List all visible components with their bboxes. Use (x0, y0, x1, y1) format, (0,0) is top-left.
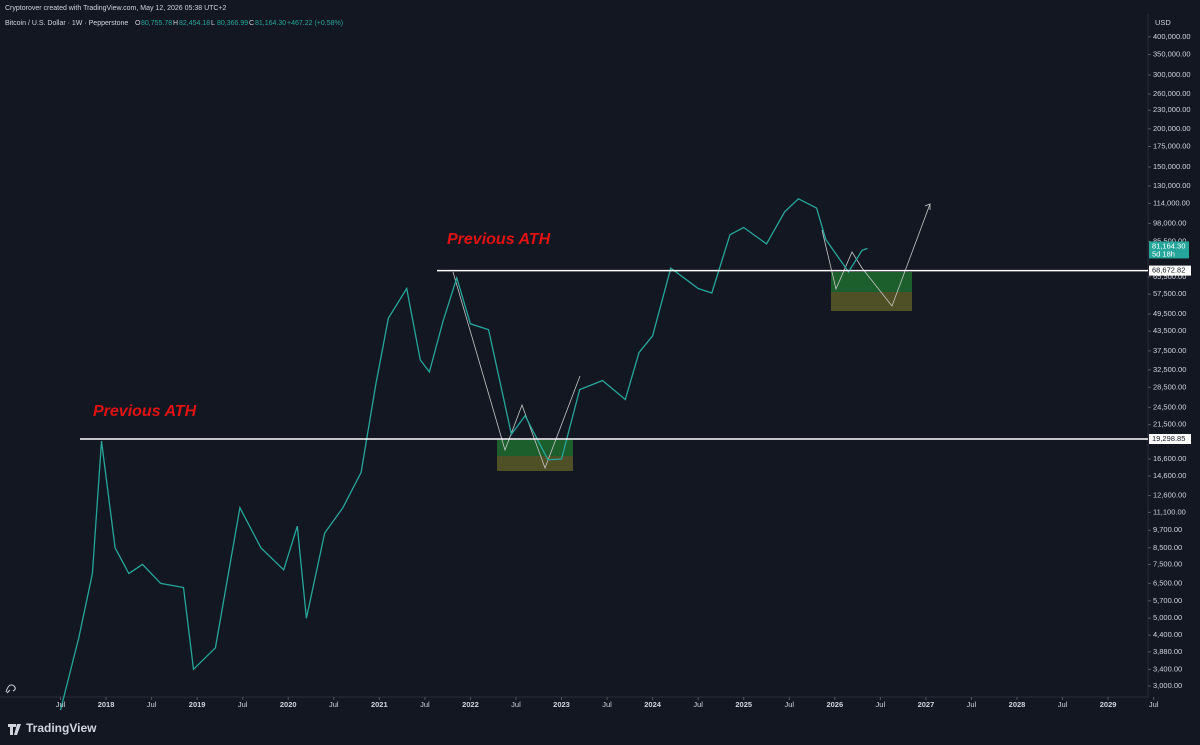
y-tick-label: 7,500.00 (1153, 559, 1182, 568)
y-tick-label: 200,000.00 (1153, 124, 1191, 133)
header-text: H (173, 20, 178, 27)
y-tick-label: 9,700.00 (1153, 525, 1182, 534)
last-price-bg (1149, 241, 1189, 259)
x-tick-label: 2025 (735, 700, 752, 709)
y-tick-label: 65,500.00 (1153, 272, 1186, 281)
brand: TradingView (26, 721, 97, 735)
x-tick-label: 2022 (462, 700, 479, 709)
annotation: Previous ATH (93, 403, 197, 420)
y-tick-label: 28,500.00 (1153, 382, 1186, 391)
header-text: 81,164.30 (255, 20, 286, 27)
projection-path (821, 203, 931, 307)
level-label: 68,672.82 (1152, 266, 1185, 275)
x-tick-label: Jul (147, 700, 157, 709)
last-price-label: 81,164.30 (1152, 241, 1185, 250)
y-tick-label: 8,500.00 (1153, 543, 1182, 552)
y-tick-label: 21,500.00 (1153, 420, 1186, 429)
level-label: 19,298.85 (1152, 434, 1185, 443)
y-tick-label: 5,700.00 (1153, 596, 1182, 605)
x-tick-label: Jul (56, 700, 66, 709)
header-text: C (249, 20, 254, 27)
header-text: 80,755.78 (141, 20, 172, 27)
x-tick-label: Jul (602, 700, 612, 709)
y-tick-label: 3,880.00 (1153, 647, 1182, 656)
y-tick-label: 130,000.00 (1153, 181, 1191, 190)
x-tick-label: 2028 (1009, 700, 1026, 709)
header-text: Bitcoin / U.S. Dollar · 1W · Pepperstone (5, 20, 128, 27)
y-tick-label: 57,500.00 (1153, 289, 1186, 298)
x-tick-label: 2026 (826, 700, 843, 709)
y-tick-label: 400,000.00 (1153, 32, 1191, 41)
y-tick-label: 49,500.00 (1153, 309, 1186, 318)
header-text: 80,366.99 (217, 20, 248, 27)
x-tick-label: 2029 (1100, 700, 1117, 709)
plot (59, 198, 868, 711)
credit: Cryptorover created with TradingView.com… (5, 5, 227, 12)
header-text: 82,454.18 (179, 20, 210, 27)
x-tick-label: Jul (1149, 700, 1159, 709)
x-tick-label: Jul (1058, 700, 1068, 709)
y-tick-label: 175,000.00 (1153, 141, 1191, 150)
y-tick-label: 37,500.00 (1153, 346, 1186, 355)
x-tick-label: Jul (238, 700, 248, 709)
x-tick-label: Jul (876, 700, 886, 709)
x-tick-label: 2020 (280, 700, 297, 709)
y-tick-label: 6,500.00 (1153, 578, 1182, 587)
x-tick-label: Jul (693, 700, 703, 709)
level-label-bg (1149, 433, 1191, 444)
x-tick-label: 2023 (553, 700, 570, 709)
y-tick-label: 3,000.00 (1153, 681, 1182, 690)
drawing-tool-icon (5, 684, 16, 694)
arrow-head (924, 203, 931, 210)
y-tick-label: 16,600.00 (1153, 454, 1186, 463)
demand-zone (831, 272, 912, 292)
y-tick-label: 260,000.00 (1153, 89, 1191, 98)
y-tick-label: 98,000.00 (1153, 218, 1186, 227)
tv-logo (8, 724, 21, 735)
y-tick-label: 12,600.00 (1153, 491, 1186, 500)
y-tick-label: 14,600.00 (1153, 471, 1186, 480)
x-tick-label: 2018 (98, 700, 115, 709)
y-tick-label: 230,000.00 (1153, 105, 1191, 114)
x-tick-label: Jul (420, 700, 430, 709)
currency: USD (1155, 18, 1171, 27)
projection-path (452, 271, 581, 470)
header-text: +467.22 (+0.58%) (287, 20, 343, 27)
x-tick-label: Jul (784, 700, 794, 709)
x-tick-label: 2019 (189, 700, 206, 709)
x-tick-label: Jul (967, 700, 977, 709)
price-line (59, 198, 868, 711)
demand-zone (497, 440, 573, 456)
x-tick-label: 2027 (918, 700, 935, 709)
y-tick-label: 5,000.00 (1153, 613, 1182, 622)
annotation: Previous ATH (447, 231, 551, 248)
y-tick-label: 300,000.00 (1153, 70, 1191, 79)
x-tick-label: 2024 (644, 700, 662, 709)
y-tick-label: 350,000.00 (1153, 50, 1191, 59)
y-tick-label: 150,000.00 (1153, 162, 1191, 171)
countdown: 5d 18h (1152, 249, 1175, 258)
y-tick-label: 11,100.00 (1153, 507, 1186, 516)
x-tick-label: 2021 (371, 700, 388, 709)
y-tick-label: 114,000.00 (1153, 198, 1190, 207)
y-tick-label: 4,400.00 (1153, 630, 1182, 639)
y-tick-label: 24,500.00 (1153, 402, 1186, 411)
y-tick-label: 43,500.00 (1153, 326, 1186, 335)
level-label-bg (1149, 265, 1191, 276)
x-tick-label: Jul (511, 700, 521, 709)
x-tick-label: Jul (329, 700, 339, 709)
y-tick-label: 85,500.00 (1153, 237, 1186, 246)
symbol-line: Bitcoin / U.S. Dollar · 1W · Pepperstone… (5, 20, 343, 27)
target-zone (831, 292, 912, 311)
header-text: O (135, 20, 141, 27)
y-tick-label: 3,400.00 (1153, 664, 1182, 673)
header-text: L (211, 20, 215, 27)
y-tick-label: 32,500.00 (1153, 365, 1186, 374)
